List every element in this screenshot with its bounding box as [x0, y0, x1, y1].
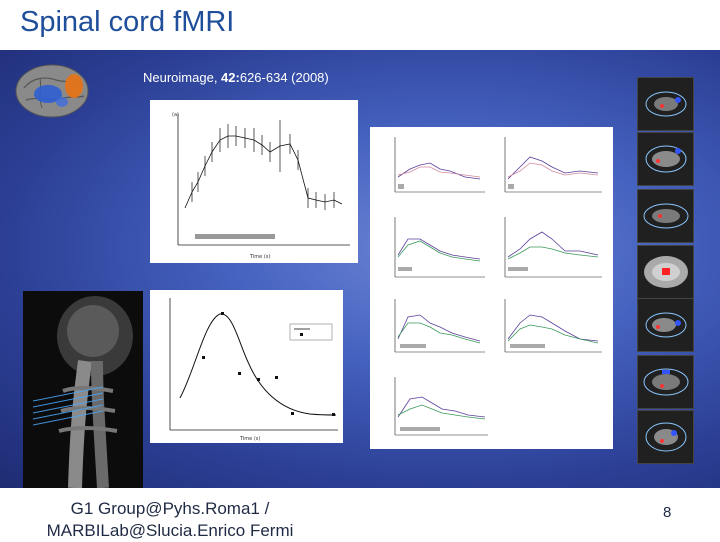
plot-bottom-left: Time (s)	[150, 290, 343, 443]
axial-thumbnail	[637, 77, 694, 131]
citation-pages: 626-634 (2008)	[239, 70, 329, 85]
plot-x-label: Time (s)	[239, 436, 260, 442]
footer-credit: G1 Group@Pyhs.Roma1 / MARBILab@Slucia.En…	[46, 499, 294, 540]
brain-icon	[15, 64, 89, 118]
axial-thumbnail	[637, 410, 694, 464]
axial-thumbnail	[637, 189, 694, 243]
slide-title: Spinal cord fMRI	[20, 6, 235, 38]
citation: Neuroimage, 42:626-634 (2008)	[143, 70, 329, 85]
plot-grid-right	[370, 127, 613, 449]
plot-x-label: Time (s)	[249, 254, 270, 260]
axial-thumbnail	[637, 245, 694, 299]
page-number: 8	[663, 504, 672, 521]
axial-thumbnail	[637, 132, 694, 186]
plot-top-left: (a) Time (s)	[150, 100, 358, 263]
axial-thumbnail	[637, 355, 694, 409]
citation-volume: 42:	[221, 70, 240, 85]
spine-mri-image	[23, 291, 143, 488]
axial-thumbnail	[637, 298, 694, 352]
citation-journal: Neuroimage,	[143, 70, 222, 85]
plot-label: (a)	[172, 112, 179, 118]
